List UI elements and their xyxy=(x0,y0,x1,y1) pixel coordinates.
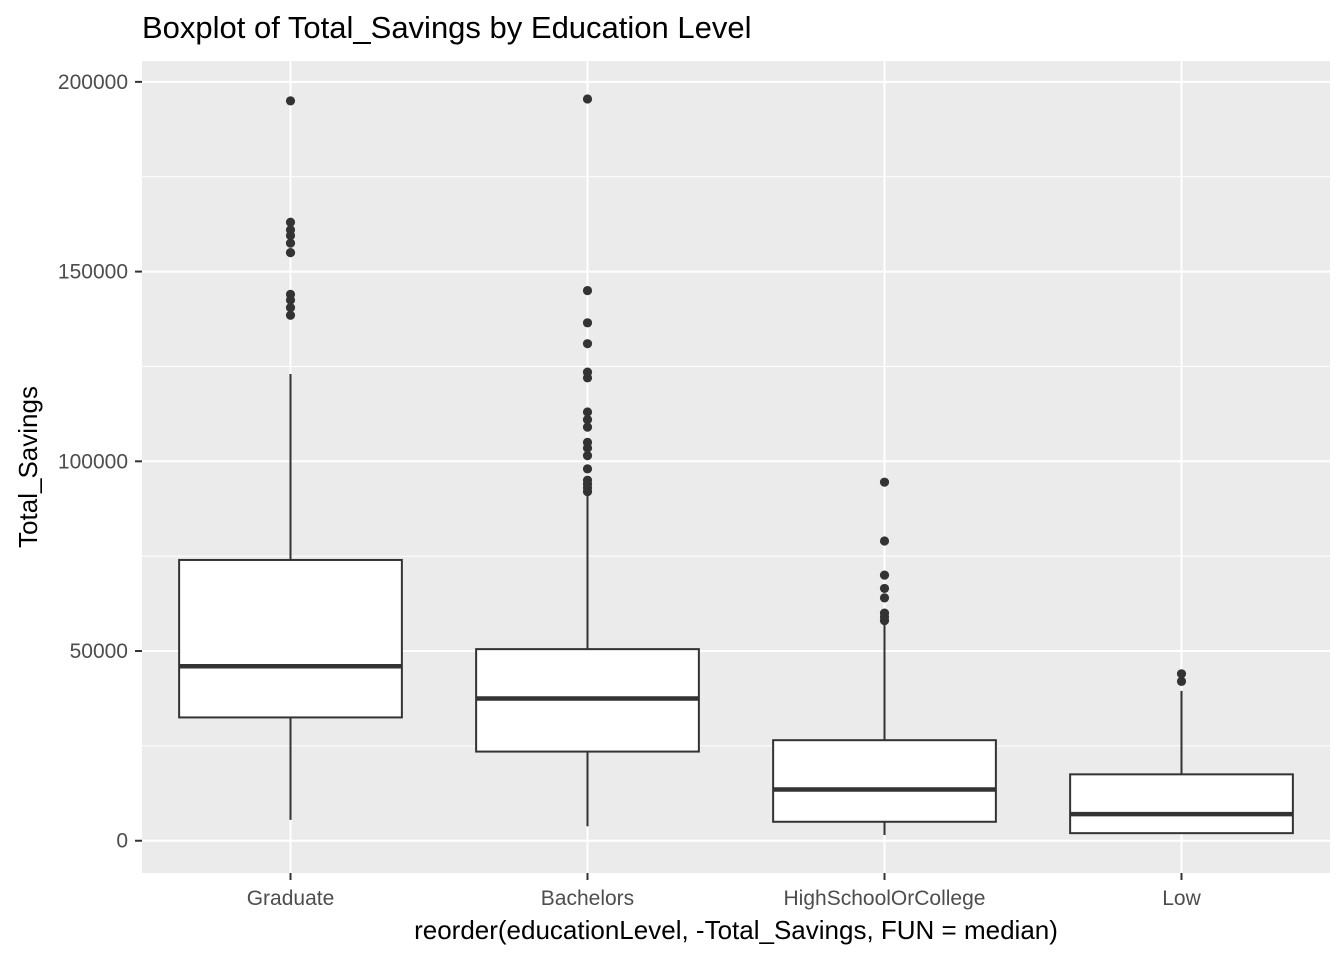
iqr-box xyxy=(1069,773,1294,835)
outlier-point xyxy=(285,225,296,235)
outlier-point xyxy=(582,451,593,461)
outlier-point xyxy=(285,303,296,313)
outlier-point xyxy=(582,475,593,485)
x-tick-label: Graduate xyxy=(247,887,335,910)
box-graduate xyxy=(178,96,403,820)
outlier-point xyxy=(1176,676,1187,686)
outlier-point xyxy=(285,96,296,106)
box-series xyxy=(178,94,1294,836)
y-tick-label: 200000 xyxy=(58,71,128,94)
x-axis-title: reorder(educationLevel, -Total_Savings, … xyxy=(414,915,1058,945)
outlier-point xyxy=(582,318,593,328)
box-low xyxy=(1069,669,1294,835)
box-highschoolorcollege xyxy=(772,477,997,836)
plot-panel xyxy=(142,61,1330,873)
y-axis: 0 50000 100000 150000 200000 xyxy=(58,71,142,853)
outlier-point xyxy=(879,570,890,580)
x-tick-label: HighSchoolOrCollege xyxy=(784,887,986,910)
outlier-point xyxy=(285,310,296,320)
outlier-point xyxy=(285,248,296,258)
outlier-point xyxy=(582,414,593,425)
outlier-point xyxy=(582,339,593,349)
outlier-point xyxy=(582,407,593,417)
y-tick-label: 100000 xyxy=(58,450,128,473)
outlier-point xyxy=(879,583,890,594)
iqr-box xyxy=(772,739,997,823)
outlier-point xyxy=(582,422,593,432)
x-tick-label: Low xyxy=(1162,887,1201,910)
outlier-point xyxy=(582,367,593,377)
outlier-point xyxy=(285,217,296,227)
outlier-point xyxy=(879,608,890,618)
outlier-point xyxy=(582,94,593,104)
outlier-point xyxy=(285,289,296,299)
outlier-point xyxy=(582,285,593,296)
y-axis-title: Total_Savings xyxy=(13,386,43,548)
minor-gridlines xyxy=(142,176,1330,747)
y-tick-label: 0 xyxy=(116,830,128,853)
box-bachelors xyxy=(475,94,700,827)
iqr-box xyxy=(178,558,403,719)
x-tick-label: Bachelors xyxy=(541,887,634,910)
outlier-point xyxy=(879,593,890,603)
y-tick-label: 50000 xyxy=(70,640,128,663)
outlier-point xyxy=(285,238,296,248)
x-axis: Graduate Bachelors HighSchoolOrCollege Low xyxy=(247,873,1202,910)
outlier-point xyxy=(582,464,593,474)
outlier-point xyxy=(879,477,890,487)
y-tick-label: 150000 xyxy=(58,261,128,284)
outlier-point xyxy=(879,536,890,546)
outlier-point xyxy=(582,437,593,447)
chart-title: Boxplot of Total_Savings by Education Le… xyxy=(142,10,752,45)
outlier-point xyxy=(1176,669,1187,679)
